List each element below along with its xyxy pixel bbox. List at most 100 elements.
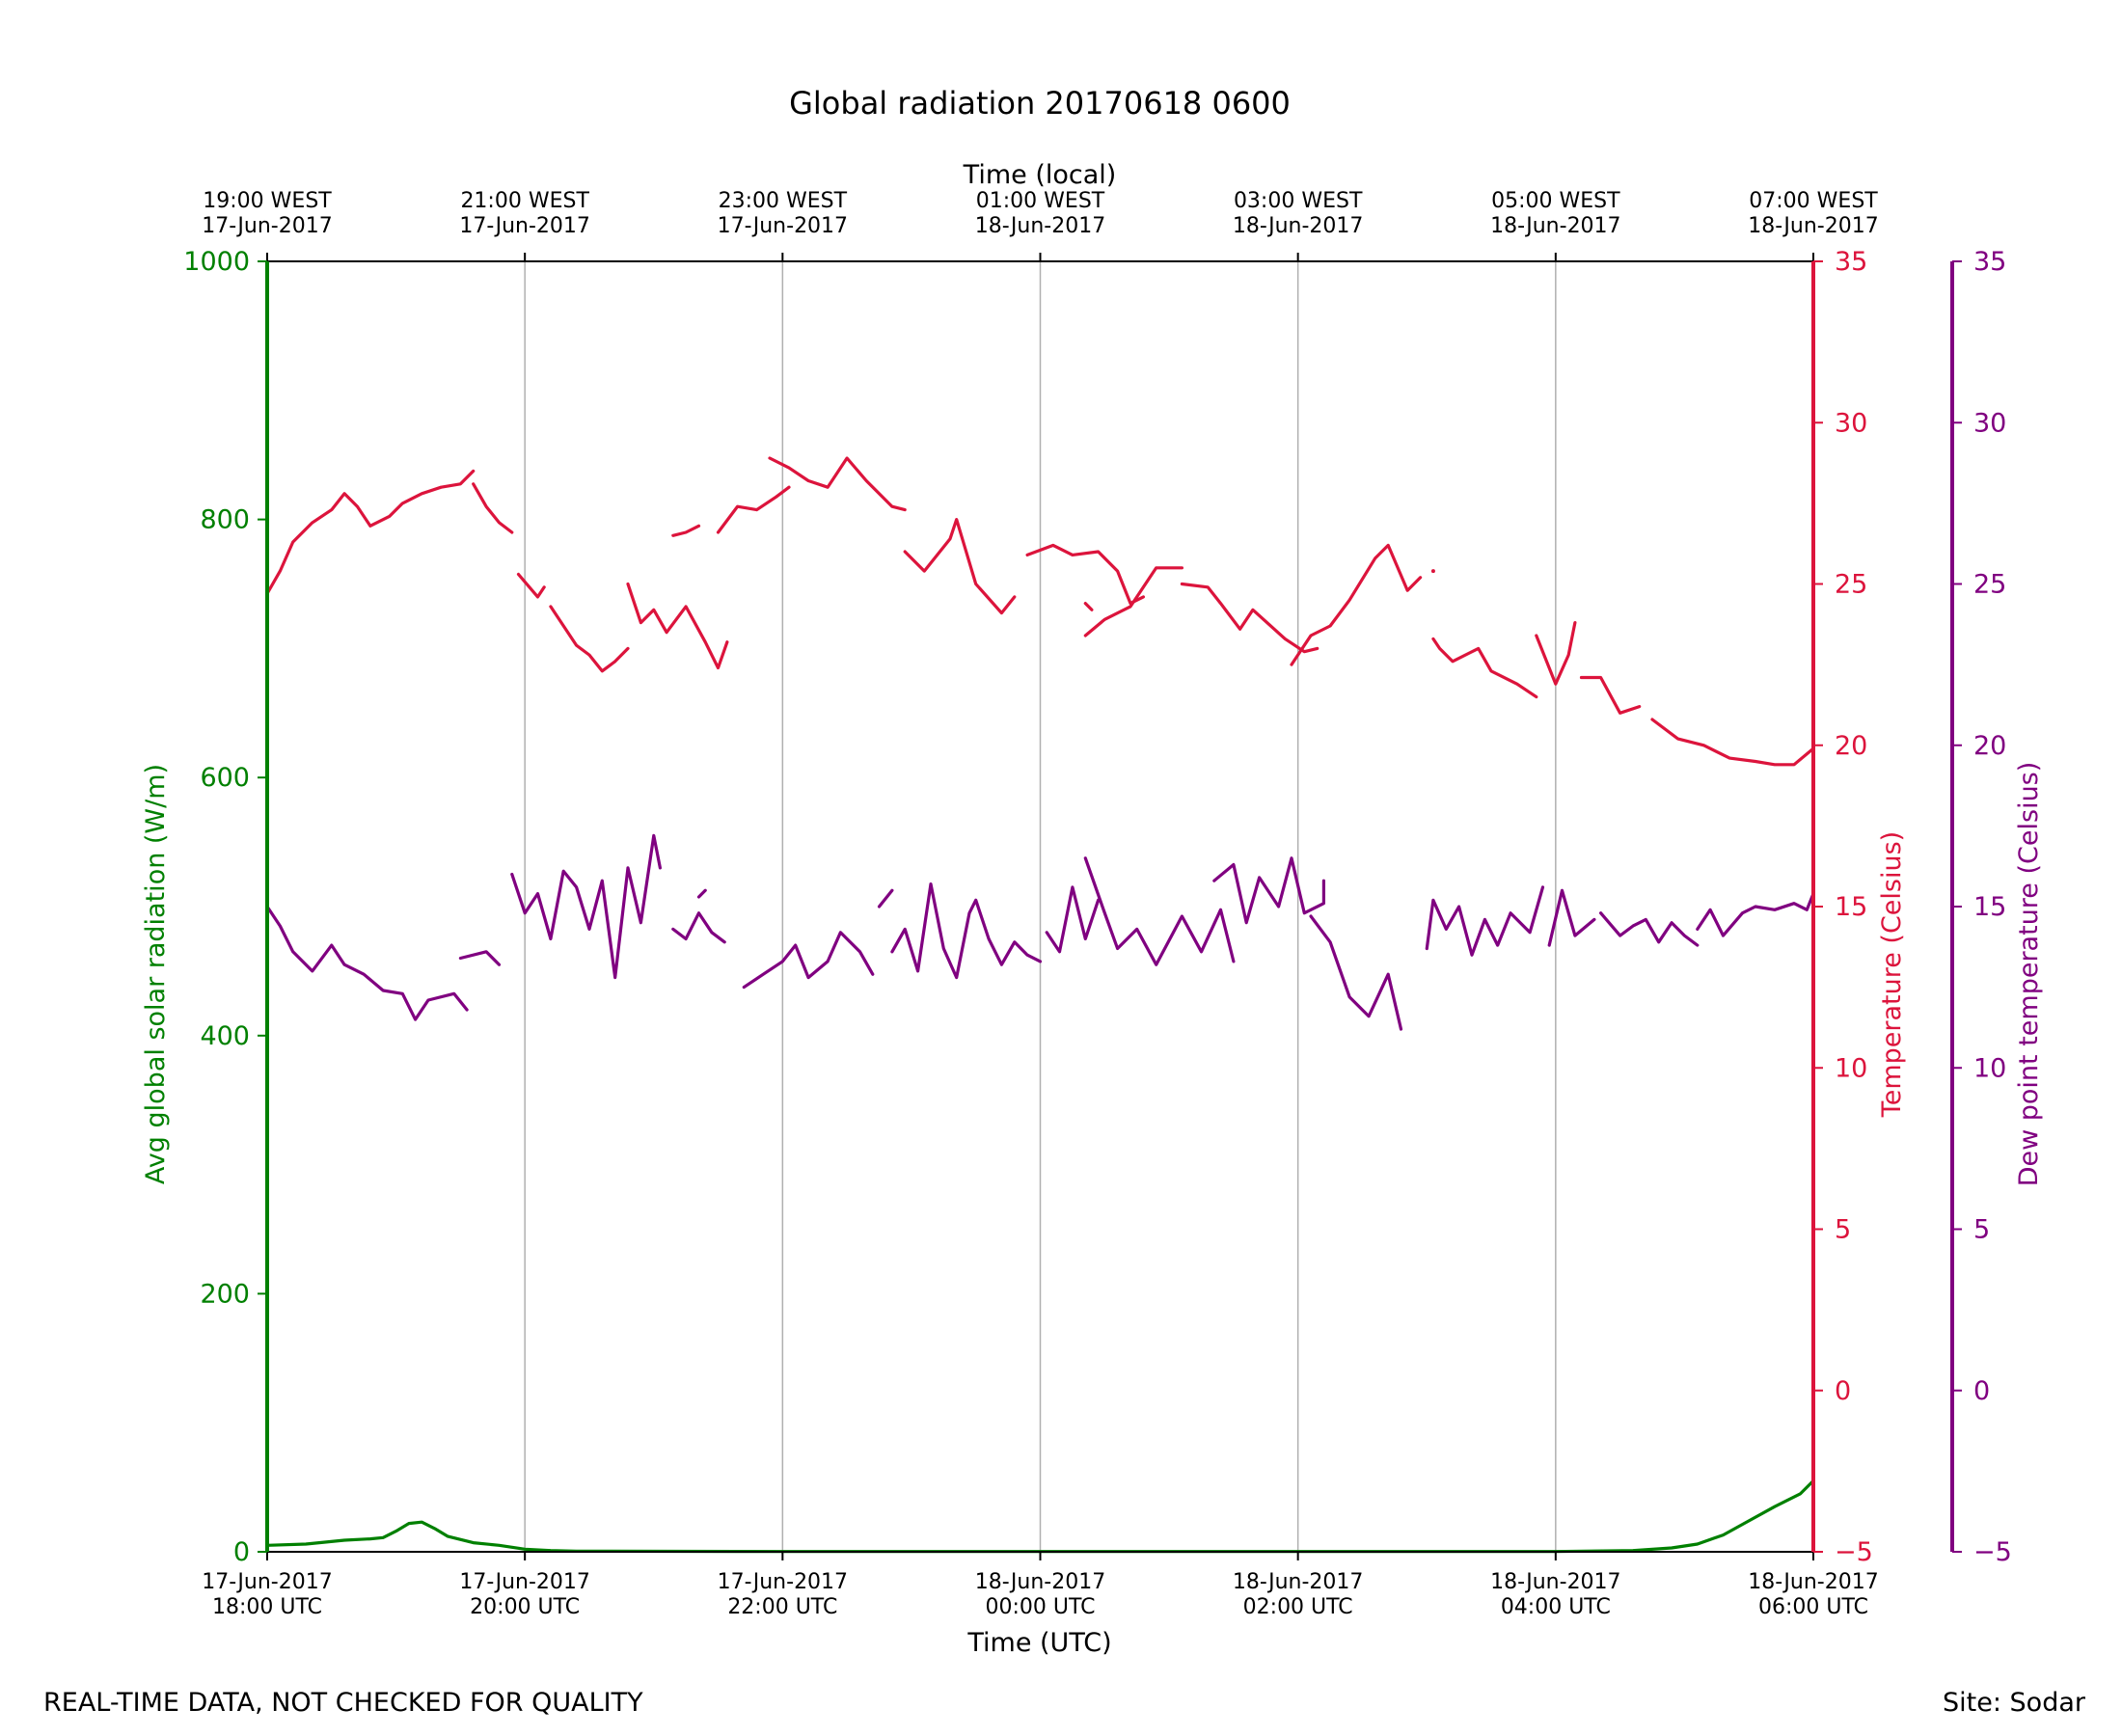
y-tick-label-temperature: 25 (1835, 570, 1867, 600)
site-label: Site: Sodar (1943, 1688, 2085, 1718)
x-tick-label-date: 17-Jun-2017 (459, 1570, 589, 1594)
y-tick-label-dewpoint: −5 (1973, 1537, 2012, 1567)
series-line-dewpoint (1547, 888, 1596, 947)
y-tick-label-dewpoint: 35 (1973, 247, 2006, 277)
y-tick-label-dewpoint: 0 (1973, 1376, 1990, 1406)
series-line-dewpoint (696, 888, 707, 899)
x2-tick-label-time: 03:00 WEST (1234, 189, 1363, 213)
x-tick-label-time: 00:00 UTC (985, 1595, 1095, 1619)
series-line-temperature (903, 518, 1017, 615)
y-tick-label-dewpoint: 5 (1973, 1215, 1990, 1245)
series-line-dewpoint (1599, 911, 1700, 947)
y-tick-label-temperature: 5 (1835, 1215, 1851, 1245)
x-tick-label-date: 18-Jun-2017 (1233, 1570, 1363, 1594)
series-layer (265, 456, 1815, 1554)
x2-tick-label-date: 18-Jun-2017 (1233, 214, 1363, 238)
series-line-temperature (716, 485, 791, 534)
y-tick-label-temperature: 15 (1835, 892, 1867, 922)
y-tick-label-temperature: 10 (1835, 1053, 1867, 1083)
series-line-dewpoint (877, 888, 894, 909)
grid (524, 261, 1557, 1552)
series-line-temperature (265, 469, 476, 596)
x-tick-label-time: 06:00 UTC (1758, 1595, 1868, 1619)
series-point (1430, 569, 1435, 574)
series-line-dewpoint (671, 911, 726, 944)
x2-tick-label-time: 05:00 WEST (1491, 189, 1620, 213)
series-line-temperature (626, 582, 729, 670)
x2-tick-label-time: 07:00 WEST (1749, 189, 1878, 213)
y-tick-label-dewpoint: 15 (1973, 892, 2006, 922)
x-tick-label-date: 18-Jun-2017 (975, 1570, 1105, 1594)
x-tick-label-date: 17-Jun-2017 (718, 1570, 848, 1594)
y-tick-label-radiation: 600 (200, 763, 250, 793)
series-line-temperature (1180, 582, 1319, 654)
series-line-dewpoint (742, 931, 875, 990)
y-tick-label-temperature: 0 (1835, 1376, 1851, 1406)
x-tick-label-time: 18:00 UTC (212, 1595, 322, 1619)
series-line-dewpoint (1696, 892, 1815, 937)
x-tick-label-time: 04:00 UTC (1501, 1595, 1611, 1619)
series-line-temperature (768, 456, 907, 512)
y-tick-label-dewpoint: 10 (1973, 1053, 2006, 1083)
series-line-dewpoint (890, 882, 1043, 980)
series-line-radiation (265, 1478, 1815, 1554)
series-line-dewpoint (1212, 856, 1325, 925)
series-line-dewpoint (1083, 856, 1236, 966)
series-line-temperature (671, 524, 701, 537)
x2-tick-label-date: 17-Jun-2017 (718, 214, 848, 238)
axes (258, 253, 1962, 1560)
x2-tick-label-date: 17-Jun-2017 (459, 214, 589, 238)
x-tick-label-time: 20:00 UTC (470, 1595, 580, 1619)
x2-tick-label-time: 21:00 WEST (460, 189, 589, 213)
series-line-temperature (1431, 637, 1538, 699)
series-line-temperature (1083, 602, 1094, 611)
x-axis-label: Time (UTC) (966, 1628, 1111, 1658)
x-tick-label-date: 17-Jun-2017 (202, 1570, 332, 1594)
y-axis-label-radiation: Avg global solar radiation (W/m) (141, 764, 171, 1184)
x2-tick-label-time: 19:00 WEST (203, 189, 332, 213)
x2-tick-label-date: 18-Jun-2017 (975, 214, 1105, 238)
y-tick-label-dewpoint: 20 (1973, 731, 2006, 761)
x-tick-label-time: 22:00 UTC (727, 1595, 837, 1619)
series-line-temperature (1579, 675, 1642, 715)
x2-axis-label: Time (local) (963, 160, 1117, 190)
y-tick-label-dewpoint: 30 (1973, 408, 2006, 438)
y-tick-label-radiation: 1000 (183, 247, 250, 277)
y-tick-label-temperature: −5 (1835, 1537, 1873, 1567)
x2-tick-label-date: 18-Jun-2017 (1748, 214, 1878, 238)
y-tick-label-radiation: 0 (233, 1537, 250, 1567)
x2-tick-label-date: 18-Jun-2017 (1490, 214, 1620, 238)
y-axis-label-dewpoint: Dew point temperature (Celsius) (2014, 762, 2044, 1187)
series-line-temperature (1025, 543, 1145, 606)
series-line-temperature (549, 605, 630, 673)
series-line-temperature (1083, 566, 1183, 637)
chart-title: Global radiation 20170618 0600 (789, 85, 1291, 122)
series-line-dewpoint (265, 905, 469, 1021)
x2-tick-label-time: 23:00 WEST (719, 189, 848, 213)
y-tick-label-temperature: 35 (1835, 247, 1867, 277)
series-line-temperature (1535, 621, 1577, 686)
series-line-temperature (1650, 718, 1815, 767)
series-line-dewpoint (458, 950, 502, 966)
y-tick-label-dewpoint: 25 (1973, 570, 2006, 600)
series-line-temperature (1290, 543, 1423, 666)
y-tick-label-temperature: 30 (1835, 408, 1867, 438)
series-line-temperature (472, 482, 514, 534)
y-axis-label-temperature: Temperature (Celsius) (1877, 831, 1907, 1118)
series-line-dewpoint (1425, 885, 1545, 957)
y-tick-label-radiation: 800 (200, 505, 250, 535)
quality-disclaimer: REAL-TIME DATA, NOT CHECKED FOR QUALITY (43, 1688, 643, 1718)
y-tick-label-radiation: 200 (200, 1279, 250, 1309)
x-tick-label-date: 18-Jun-2017 (1490, 1570, 1620, 1594)
series-line-dewpoint (1309, 914, 1403, 1031)
x-tick-label-time: 02:00 UTC (1243, 1595, 1353, 1619)
series-line-temperature (516, 572, 546, 599)
series-line-dewpoint (1045, 885, 1101, 954)
y-tick-label-radiation: 400 (200, 1021, 250, 1051)
series-line-dewpoint (510, 833, 662, 980)
y-tick-label-temperature: 20 (1835, 731, 1867, 761)
x2-tick-label-date: 17-Jun-2017 (202, 214, 332, 238)
x2-tick-label-time: 01:00 WEST (976, 189, 1105, 213)
